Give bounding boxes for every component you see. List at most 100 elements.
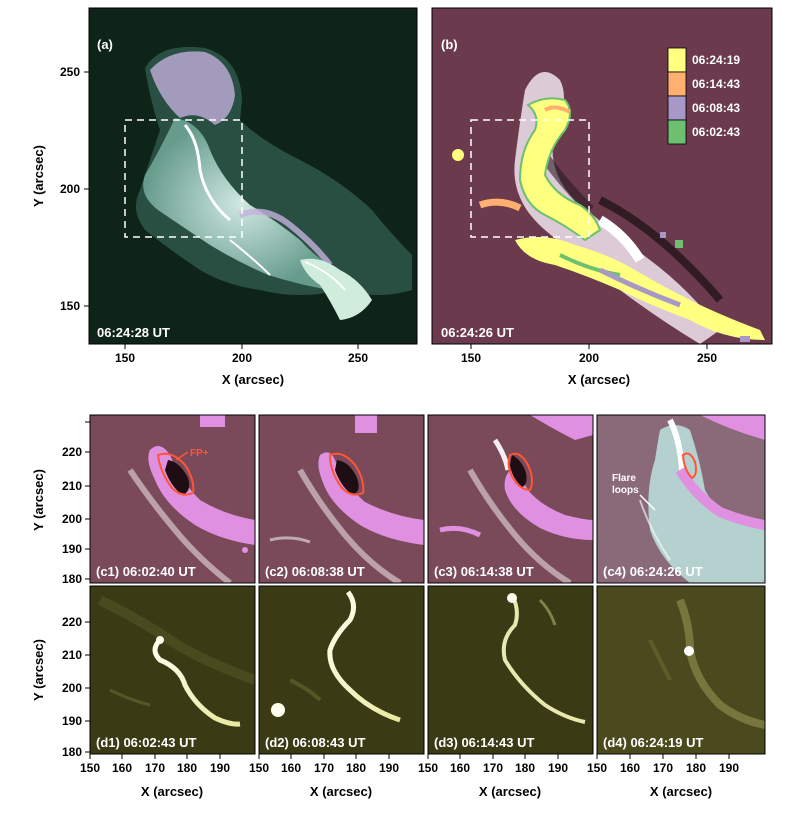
row-d-xtick: 160: [281, 761, 301, 775]
row-c-ylabel: Y (arcsec): [31, 469, 46, 531]
row-d-xtick: 150: [418, 761, 438, 775]
panel-d2-background: [259, 586, 424, 754]
panel-c3-label: (c3) 06:14:38 UT: [434, 564, 534, 579]
panel-c4-label: (c4) 06:24:26 UT: [603, 564, 703, 579]
panel-a-frame: [88, 7, 418, 345]
row-d-xtick: 180: [177, 761, 197, 775]
fp-arrow: [175, 451, 189, 461]
panel-a-xtick: 150: [115, 351, 135, 365]
panel-a-time: 06:24:28 UT: [97, 325, 170, 340]
row-c-ytick: 220: [62, 445, 82, 459]
row-d-xlabel: X (arcsec): [141, 784, 203, 799]
fp-annotation: FP+: [190, 448, 209, 459]
row-d: (d1) 06:02:43 UT (d2) 06:08:43 UT (d3) 0…: [31, 585, 766, 799]
legend-swatch: [667, 95, 687, 121]
panel-c4: Flare loops (c4) 06:24:26 UT: [596, 414, 766, 584]
row-c: FP+ (c1) 06:02:40 UT (c2) 06:08:38 UT: [31, 414, 766, 586]
panel-c2-label: (c2) 06:08:38 UT: [265, 564, 365, 579]
panel-a-zoom-box: [124, 119, 243, 238]
panel-c1-frame: [89, 414, 256, 584]
panel-c3-frame: [427, 414, 594, 584]
flare-loops-arrow: [639, 494, 656, 511]
panel-b-legend: 06:24:19 06:14:43 06:08:43 06:02:43: [667, 47, 740, 145]
row-d-xtick: 150: [587, 761, 607, 775]
panel-a-xtick: 200: [232, 351, 252, 365]
row-d-xtick: 160: [620, 761, 640, 775]
panel-d4-frame: [596, 585, 766, 755]
panel-b-xtick: 250: [697, 351, 717, 365]
row-c-ytick: 180: [62, 572, 82, 586]
panel-d2-frame: [258, 585, 425, 755]
panel-b-label: (b): [441, 37, 458, 52]
panel-d3: (d3) 06:14:43 UT: [427, 585, 594, 755]
panel-d1-frame: [89, 585, 256, 755]
row-d-xtick: 160: [450, 761, 470, 775]
panel-a-ytick: 150: [60, 299, 80, 313]
panel-b-zoom-box: [470, 119, 590, 238]
legend-label: 06:24:19: [692, 53, 740, 67]
panel-a-ytick: 250: [60, 65, 80, 79]
row-d-xtick: 160: [112, 761, 132, 775]
legend-label: 06:02:43: [692, 125, 740, 139]
panel-d1-label: (d1) 06:02:43 UT: [96, 735, 196, 750]
row-d-xtick: 170: [483, 761, 503, 775]
row-d-xtick: 150: [249, 761, 269, 775]
row-d-xtick: 180: [346, 761, 366, 775]
panel-d2-label: (d2) 06:08:43 UT: [265, 735, 365, 750]
panel-a-ytick: 200: [60, 182, 80, 196]
panel-b-xlabel: X (arcsec): [568, 372, 630, 387]
panel-b-xtick: 200: [579, 351, 599, 365]
panel-b: 06:24:19 06:14:43 06:08:43 06:02:43 (b) …: [431, 7, 773, 387]
panel-b-time: 06:24:26 UT: [441, 325, 514, 340]
row-d-xtick: 180: [515, 761, 535, 775]
row-d-xtick: 170: [314, 761, 334, 775]
row-d-xtick: 180: [686, 761, 706, 775]
panel-c3: (c3) 06:14:38 UT: [427, 414, 594, 584]
panel-d4-label: (d4) 06:24:19 UT: [603, 735, 703, 750]
row-c-ytick: 210: [62, 479, 82, 493]
legend-swatch: [667, 47, 687, 73]
panel-d3-frame: [427, 585, 594, 755]
row-d-xtick: 190: [719, 761, 739, 775]
row-d-ytick: 210: [62, 648, 82, 662]
row-d-xtick: 190: [210, 761, 230, 775]
panel-a-xtick: 250: [348, 351, 368, 365]
panel-c2: (c2) 06:08:38 UT: [258, 414, 425, 584]
panel-c1-label: (c1) 06:02:40 UT: [96, 564, 196, 579]
row-d-xtick: 170: [653, 761, 673, 775]
panel-a-label: (a): [97, 37, 113, 52]
legend-label: 06:08:43: [692, 101, 740, 115]
panel-d1: (d1) 06:02:43 UT: [89, 585, 256, 755]
row-c-ytick: 190: [62, 542, 82, 556]
panel-a: (a) 06:24:28 UT 150 200 250 250 200 150 …: [31, 7, 418, 387]
row-d-xtick: 150: [80, 761, 100, 775]
legend-swatch: [667, 119, 687, 145]
panel-b-xtick: 150: [461, 351, 481, 365]
row-d-ytick: 180: [62, 745, 82, 759]
row-d-xlabel: X (arcsec): [650, 784, 712, 799]
row-c-ytick: 200: [62, 512, 82, 526]
panel-d3-label: (d3) 06:14:43 UT: [434, 735, 534, 750]
panel-a-xlabel: X (arcsec): [222, 372, 284, 387]
panel-d2: (d2) 06:08:43 UT: [258, 585, 425, 755]
panel-b-difference-image: [452, 72, 765, 344]
row-d-xlabel: X (arcsec): [479, 784, 541, 799]
legend-label: 06:14:43: [692, 77, 740, 91]
row-d-ytick: 190: [62, 714, 82, 728]
flare-loops-annotation: loops: [612, 485, 639, 496]
row-d-ylabel: Y (arcsec): [31, 639, 46, 701]
panel-b-frame: [431, 7, 773, 345]
panel-c1: FP+ (c1) 06:02:40 UT: [89, 414, 256, 584]
panel-c4-frame: [596, 414, 766, 584]
panel-d4: (d4) 06:24:19 UT: [596, 585, 766, 755]
panel-a-flare-image: [136, 46, 412, 320]
row-d-ytick: 200: [62, 681, 82, 695]
panel-c2-frame: [258, 414, 425, 584]
legend-swatch: [667, 71, 687, 97]
row-d-xtick: 170: [145, 761, 165, 775]
flare-loops-annotation: Flare: [612, 473, 636, 484]
row-d-ytick: 220: [62, 615, 82, 629]
row-d-xlabel: X (arcsec): [310, 784, 372, 799]
panel-a-ylabel: Y (arcsec): [31, 145, 46, 207]
